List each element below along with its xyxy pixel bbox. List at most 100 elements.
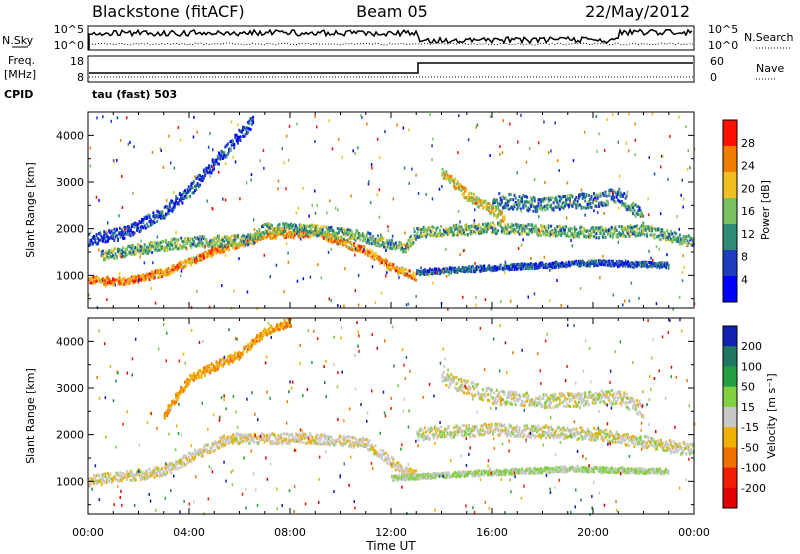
echo-cell <box>517 262 520 266</box>
echo-cell <box>683 197 685 201</box>
echo-cell <box>252 218 255 222</box>
echo-cell <box>156 466 159 470</box>
echo-cell <box>387 267 390 271</box>
echo-cell <box>359 250 362 254</box>
echo-cell <box>179 138 182 142</box>
echo-cell <box>180 269 183 273</box>
echo-cell <box>524 224 527 228</box>
echo-cell <box>418 227 421 231</box>
echo-cell <box>247 126 250 130</box>
echo-cell <box>494 199 497 203</box>
echo-cell <box>197 173 200 177</box>
echo-cell <box>109 249 112 253</box>
echo-cell <box>120 230 123 233</box>
echo-cell <box>393 243 396 247</box>
echo-cell <box>601 228 604 232</box>
echo-cell <box>281 232 284 235</box>
echo-cell <box>644 225 647 229</box>
echo-cell <box>311 436 314 439</box>
echo-cell <box>326 438 329 442</box>
echo-cell <box>510 222 513 226</box>
echo-cell <box>531 198 534 202</box>
echo-cell <box>210 255 213 259</box>
echo-cell <box>94 238 97 242</box>
echo-cell <box>517 230 520 234</box>
echo-cell <box>93 479 95 483</box>
echo-cell <box>120 233 123 237</box>
echo-cell <box>238 241 241 245</box>
echo-cell <box>647 227 650 231</box>
echo-cell <box>546 207 549 211</box>
echo-cell <box>192 240 195 244</box>
echo-cell <box>548 198 551 202</box>
echo-cell <box>185 240 188 243</box>
echo-cell <box>143 275 146 279</box>
echo-cell <box>215 248 218 252</box>
echo-cell <box>177 246 180 250</box>
echo-cell <box>534 226 537 230</box>
echo-cell <box>191 181 194 185</box>
echo-cell <box>444 176 446 179</box>
echo-cell <box>452 233 455 237</box>
echo-cell <box>216 446 219 450</box>
echo-cell <box>498 223 501 227</box>
echo-cell <box>136 278 138 282</box>
echo-cell <box>171 267 174 271</box>
echo-cell <box>286 233 289 236</box>
echo-cell <box>627 228 630 232</box>
echo-cell <box>108 474 111 478</box>
echo-cell <box>230 143 233 147</box>
echo-cell <box>509 299 512 303</box>
echo-cell <box>199 254 202 257</box>
echo-cell <box>99 233 102 237</box>
echo-cell <box>391 265 393 269</box>
echo-cell <box>538 232 541 236</box>
echo-cell <box>442 176 445 180</box>
echo-cell <box>121 174 123 178</box>
echo-cell <box>96 116 98 120</box>
echo-cell <box>690 237 693 240</box>
echo-cell <box>136 226 138 230</box>
echo-cell <box>556 159 559 163</box>
echo-cell <box>109 279 112 283</box>
echo-cell <box>183 463 186 467</box>
echo-cell <box>600 226 603 230</box>
echo-cell <box>192 453 195 456</box>
echo-cell <box>210 244 213 248</box>
echo-cell <box>553 265 556 269</box>
echo-cell <box>108 256 111 260</box>
echo-cell <box>378 188 381 192</box>
echo-cell <box>476 123 479 127</box>
echo-cell <box>168 202 171 206</box>
echo-cell <box>370 443 373 447</box>
echo-cell <box>455 233 458 237</box>
echo-cell <box>311 203 313 207</box>
echo-cell <box>271 235 274 239</box>
echo-cell <box>348 231 351 235</box>
echo-cell <box>575 259 578 263</box>
echo-cell <box>314 224 316 228</box>
echo-cell <box>202 170 205 174</box>
echo-cell <box>526 200 529 204</box>
echo-cell <box>129 251 132 255</box>
echo-cell <box>153 466 156 470</box>
echo-cell <box>234 437 237 441</box>
echo-cell <box>95 275 98 279</box>
echo-cell <box>214 251 217 255</box>
echo-cell <box>300 438 303 442</box>
echo-cell <box>396 123 398 127</box>
echo-cell <box>167 464 170 468</box>
echo-cell <box>284 229 287 233</box>
echo-cell <box>258 439 261 443</box>
echo-cell <box>658 247 660 251</box>
echo-cell <box>142 278 145 282</box>
echo-cell <box>156 209 159 213</box>
echo-cell <box>119 282 122 286</box>
echo-cell <box>464 228 467 232</box>
echo-cell <box>364 437 367 441</box>
echo-cell <box>98 474 101 478</box>
echo-cell <box>613 189 616 193</box>
echo-cell <box>88 277 90 281</box>
echo-cell <box>355 438 358 442</box>
echo-cell <box>503 206 506 210</box>
